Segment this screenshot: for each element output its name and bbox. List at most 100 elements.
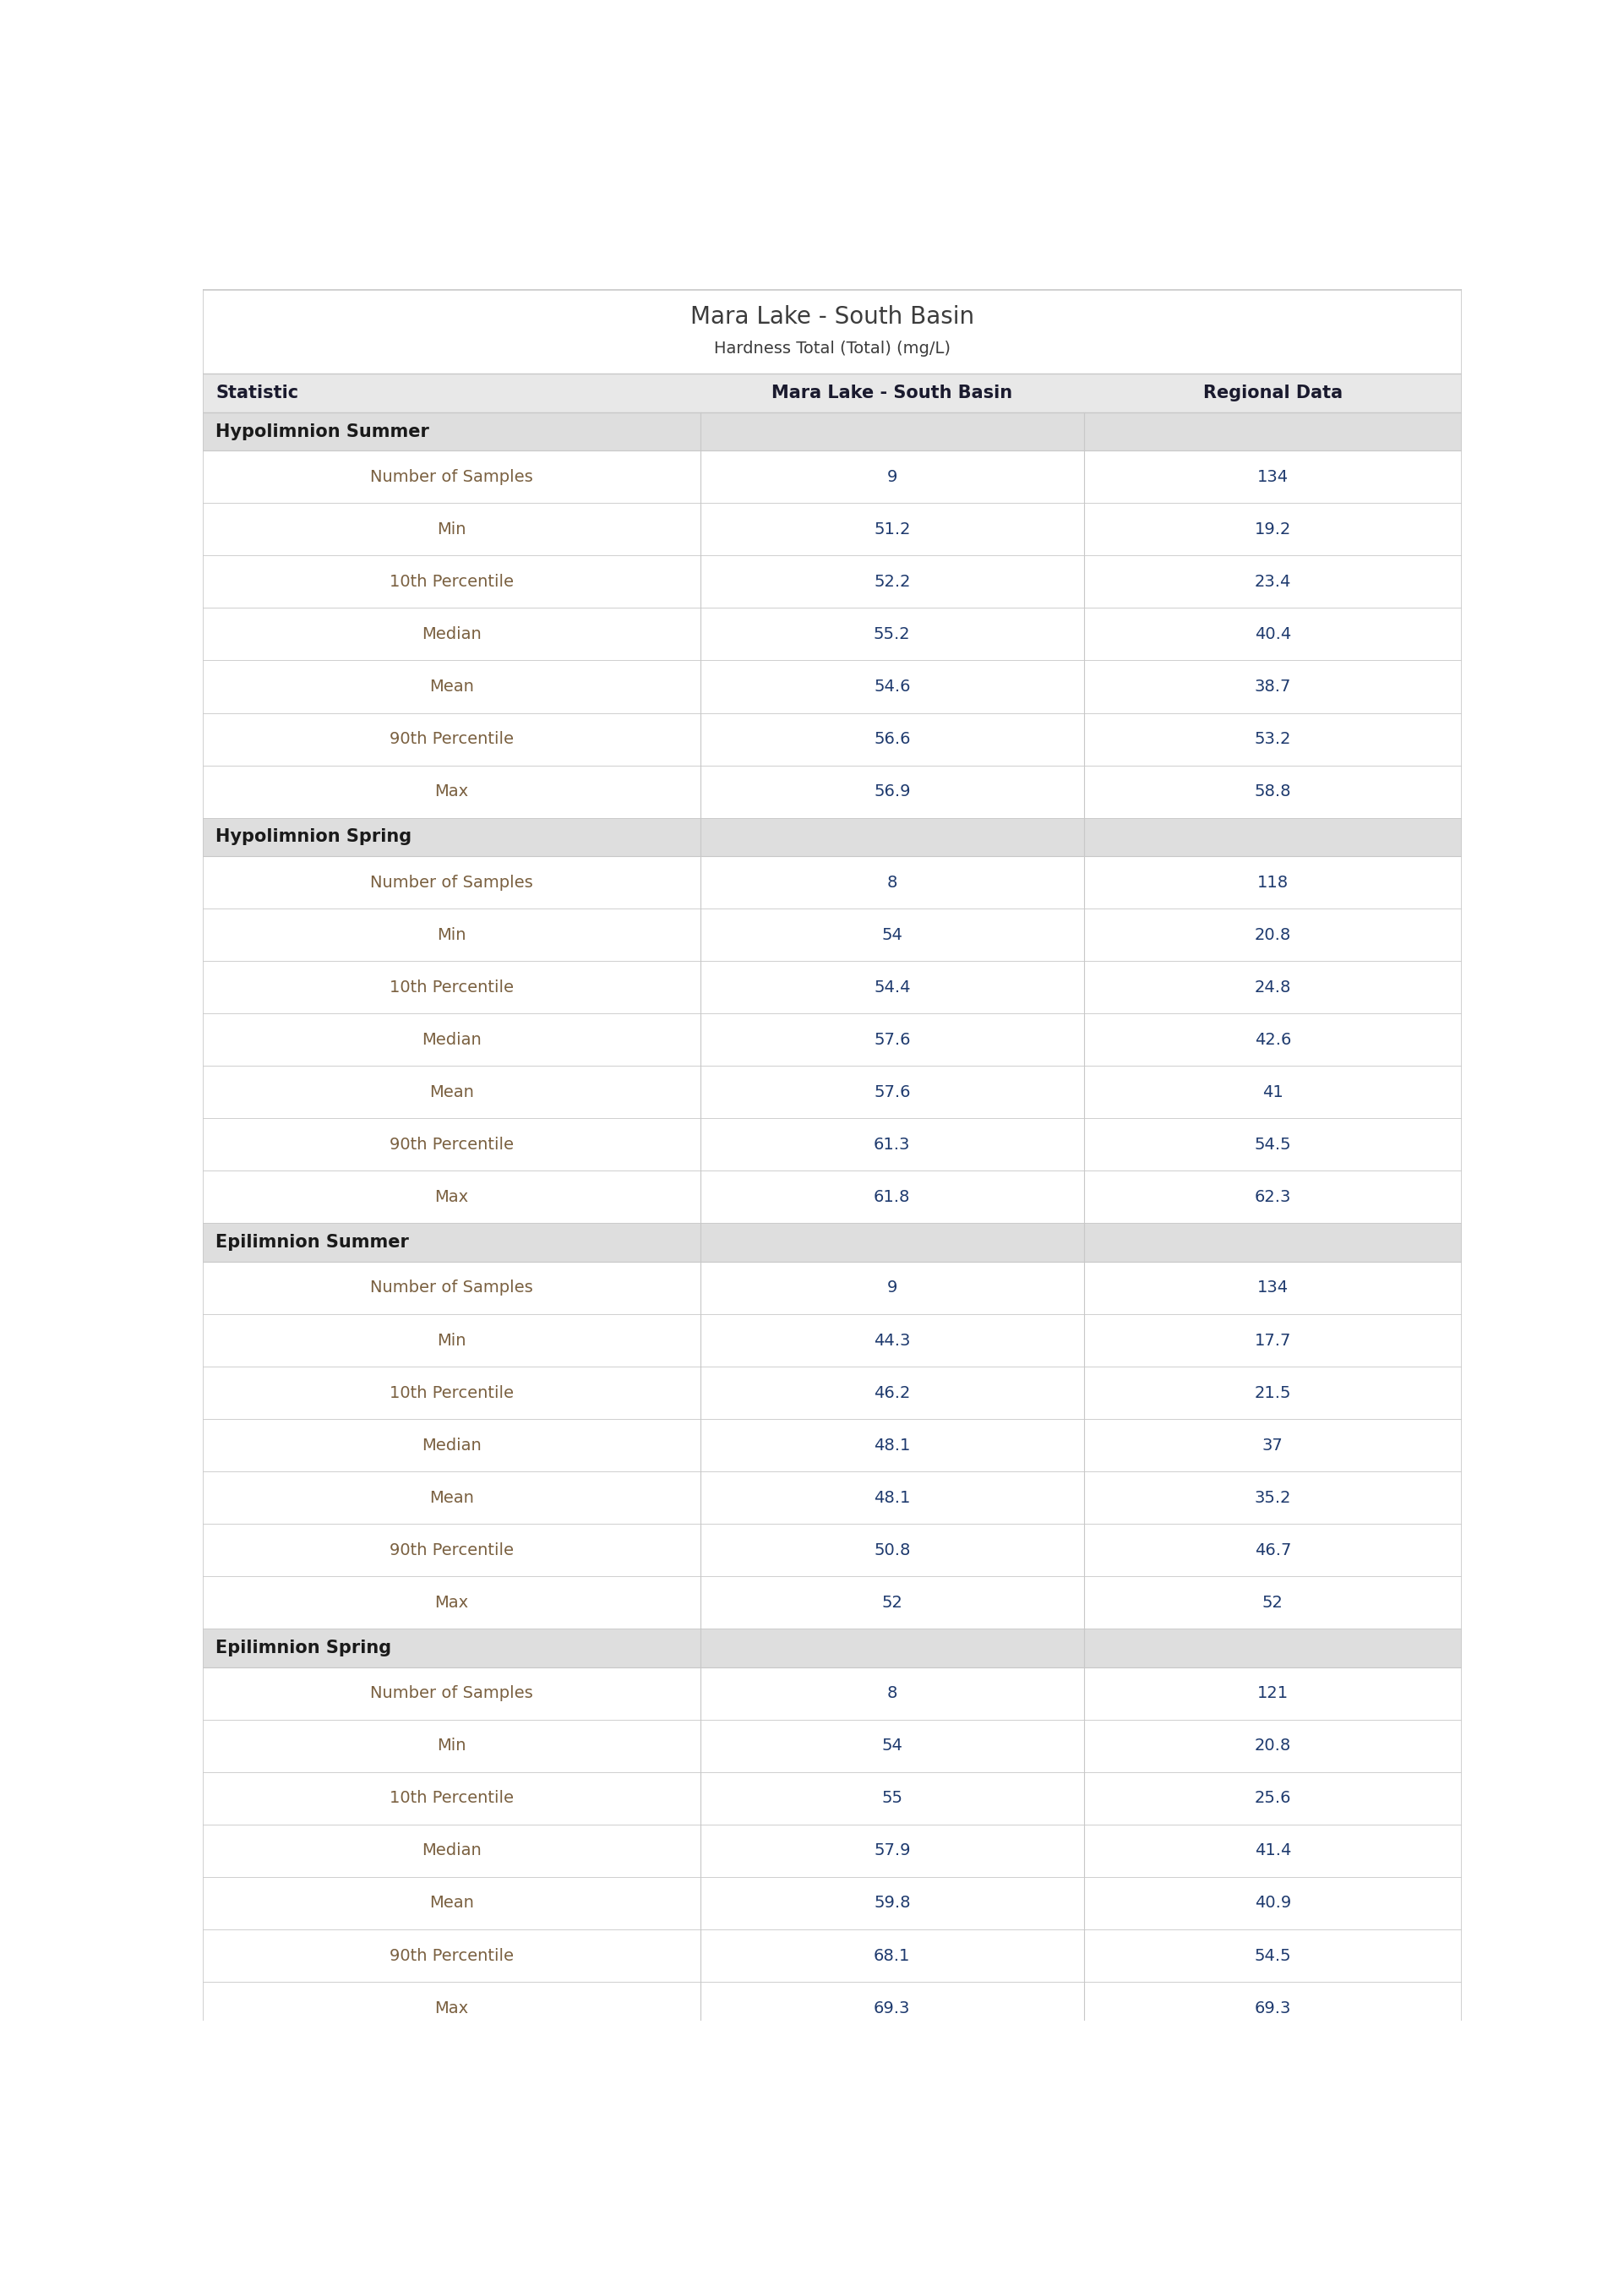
Text: 58.8: 58.8 bbox=[1254, 783, 1291, 799]
Bar bbox=[203, 452, 1462, 504]
Text: 41: 41 bbox=[1262, 1085, 1283, 1101]
Text: 90th Percentile: 90th Percentile bbox=[390, 1137, 513, 1153]
Text: 52: 52 bbox=[882, 1594, 903, 1612]
Bar bbox=[203, 556, 1462, 608]
Text: 57.9: 57.9 bbox=[874, 1843, 911, 1859]
Text: Max: Max bbox=[435, 1189, 469, 1205]
Text: 10th Percentile: 10th Percentile bbox=[390, 1791, 513, 1807]
Text: 46.2: 46.2 bbox=[874, 1385, 911, 1401]
Bar bbox=[203, 1930, 1462, 1982]
Bar bbox=[203, 1721, 1462, 1773]
Bar bbox=[203, 1825, 1462, 1877]
Bar bbox=[203, 856, 1462, 908]
Text: Number of Samples: Number of Samples bbox=[370, 470, 533, 486]
Text: Median: Median bbox=[422, 1843, 481, 1859]
Text: 52.2: 52.2 bbox=[874, 574, 911, 590]
Text: Max: Max bbox=[435, 1594, 469, 1612]
Text: Number of Samples: Number of Samples bbox=[370, 1684, 533, 1702]
Text: Hardness Total (Total) (mg/L): Hardness Total (Total) (mg/L) bbox=[715, 340, 950, 356]
Text: 37: 37 bbox=[1262, 1437, 1283, 1453]
Text: 44.3: 44.3 bbox=[874, 1332, 911, 1348]
Bar bbox=[203, 413, 1462, 452]
Text: 61.8: 61.8 bbox=[874, 1189, 911, 1205]
Bar bbox=[203, 291, 1462, 375]
Text: 54.5: 54.5 bbox=[1254, 1137, 1291, 1153]
Text: 25.6: 25.6 bbox=[1254, 1791, 1291, 1807]
Text: Statistic: Statistic bbox=[216, 384, 299, 402]
Text: Mara Lake - South Basin: Mara Lake - South Basin bbox=[771, 384, 1012, 402]
Text: Hypolimnion Summer: Hypolimnion Summer bbox=[216, 422, 429, 440]
Text: Mara Lake - South Basin: Mara Lake - South Basin bbox=[690, 304, 974, 329]
Text: 54: 54 bbox=[882, 1739, 903, 1755]
Text: 55.2: 55.2 bbox=[874, 627, 911, 642]
Text: 69.3: 69.3 bbox=[874, 2000, 911, 2016]
Text: 46.7: 46.7 bbox=[1254, 1541, 1291, 1557]
Text: 55: 55 bbox=[882, 1791, 903, 1807]
Bar bbox=[203, 1471, 1462, 1523]
Bar bbox=[203, 1419, 1462, 1471]
Text: 48.1: 48.1 bbox=[874, 1489, 911, 1505]
Text: Min: Min bbox=[437, 1332, 466, 1348]
Bar bbox=[203, 1224, 1462, 1262]
Text: 53.2: 53.2 bbox=[1254, 731, 1291, 747]
Bar bbox=[203, 1773, 1462, 1825]
Text: 57.6: 57.6 bbox=[874, 1085, 911, 1101]
Text: 54.6: 54.6 bbox=[874, 679, 911, 695]
Text: Mean: Mean bbox=[429, 679, 474, 695]
Text: 9: 9 bbox=[887, 1280, 898, 1296]
Text: 50.8: 50.8 bbox=[874, 1541, 911, 1557]
Bar bbox=[203, 765, 1462, 817]
Bar bbox=[203, 1877, 1462, 1930]
Text: 69.3: 69.3 bbox=[1254, 2000, 1291, 2016]
Text: Median: Median bbox=[422, 1031, 481, 1049]
Text: Epilimnion Summer: Epilimnion Summer bbox=[216, 1235, 409, 1251]
Text: 61.3: 61.3 bbox=[874, 1137, 911, 1153]
Bar bbox=[203, 960, 1462, 1012]
Bar bbox=[203, 661, 1462, 713]
Text: 90th Percentile: 90th Percentile bbox=[390, 1948, 513, 1964]
Text: 54.5: 54.5 bbox=[1254, 1948, 1291, 1964]
Bar bbox=[203, 1630, 1462, 1666]
Text: 20.8: 20.8 bbox=[1254, 1739, 1291, 1755]
Text: 8: 8 bbox=[887, 1684, 898, 1702]
Text: 35.2: 35.2 bbox=[1254, 1489, 1291, 1505]
Text: Max: Max bbox=[435, 2000, 469, 2016]
Text: 56.6: 56.6 bbox=[874, 731, 911, 747]
Bar bbox=[203, 817, 1462, 856]
Text: 9: 9 bbox=[887, 470, 898, 486]
Text: 90th Percentile: 90th Percentile bbox=[390, 1541, 513, 1557]
Text: 24.8: 24.8 bbox=[1254, 978, 1291, 994]
Text: 121: 121 bbox=[1257, 1684, 1288, 1702]
Text: Epilimnion Spring: Epilimnion Spring bbox=[216, 1639, 391, 1657]
Text: 56.9: 56.9 bbox=[874, 783, 911, 799]
Text: 21.5: 21.5 bbox=[1254, 1385, 1291, 1401]
Text: 17.7: 17.7 bbox=[1254, 1332, 1291, 1348]
Text: 118: 118 bbox=[1257, 874, 1288, 890]
Text: Min: Min bbox=[437, 926, 466, 942]
Text: 68.1: 68.1 bbox=[874, 1948, 911, 1964]
Bar bbox=[203, 1575, 1462, 1630]
Bar bbox=[203, 1523, 1462, 1575]
Text: 40.4: 40.4 bbox=[1254, 627, 1291, 642]
Bar bbox=[203, 1012, 1462, 1067]
Text: 54.4: 54.4 bbox=[874, 978, 911, 994]
Text: 134: 134 bbox=[1257, 1280, 1288, 1296]
Text: 90th Percentile: 90th Percentile bbox=[390, 731, 513, 747]
Text: 42.6: 42.6 bbox=[1254, 1031, 1291, 1049]
Bar bbox=[203, 1666, 1462, 1721]
Bar bbox=[203, 908, 1462, 960]
Bar bbox=[203, 1982, 1462, 2034]
Bar bbox=[203, 1367, 1462, 1419]
Text: 134: 134 bbox=[1257, 470, 1288, 486]
Text: 59.8: 59.8 bbox=[874, 1895, 911, 1911]
Text: 40.9: 40.9 bbox=[1254, 1895, 1291, 1911]
Bar bbox=[203, 1314, 1462, 1367]
Text: 52: 52 bbox=[1262, 1594, 1283, 1612]
Text: Mean: Mean bbox=[429, 1085, 474, 1101]
Text: Mean: Mean bbox=[429, 1895, 474, 1911]
Bar bbox=[203, 1119, 1462, 1171]
Text: 62.3: 62.3 bbox=[1254, 1189, 1291, 1205]
Text: Min: Min bbox=[437, 1739, 466, 1755]
Text: Mean: Mean bbox=[429, 1489, 474, 1505]
Text: 48.1: 48.1 bbox=[874, 1437, 911, 1453]
